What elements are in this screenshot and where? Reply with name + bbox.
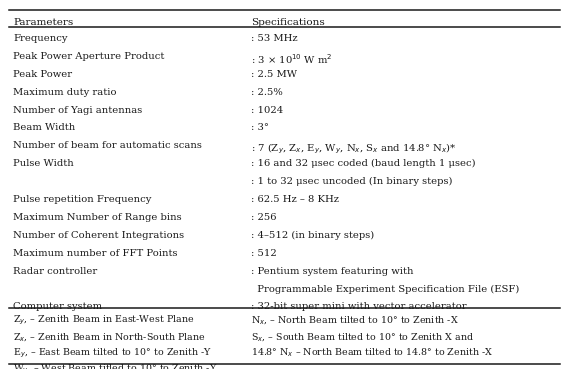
Text: : 16 and 32 μsec coded (baud length 1 μsec): : 16 and 32 μsec coded (baud length 1 μs… [251,159,476,168]
Text: : 32-bit super mini with vector accelerator: : 32-bit super mini with vector accelera… [251,303,467,311]
Text: S$_{x}$, – South Beam tilted to 10° to Zenith X and: S$_{x}$, – South Beam tilted to 10° to Z… [251,331,475,343]
Text: Pulse repetition Frequency: Pulse repetition Frequency [13,195,151,204]
Text: : 2.5 MW: : 2.5 MW [251,70,297,79]
Text: Number of Yagi antennas: Number of Yagi antennas [13,106,142,114]
Text: Peak Power: Peak Power [13,70,72,79]
Text: Maximum number of FFT Points: Maximum number of FFT Points [13,249,177,258]
Text: : 7 (Z$_y$, Z$_x$, E$_y$, W$_y$, N$_x$, S$_x$ and 14.8° N$_x$)*: : 7 (Z$_y$, Z$_x$, E$_y$, W$_y$, N$_x$, … [251,141,456,156]
Text: : 3°: : 3° [251,123,269,132]
Text: : 1 to 32 μsec uncoded (In binary steps): : 1 to 32 μsec uncoded (In binary steps) [251,177,452,186]
Text: Parameters: Parameters [13,18,73,27]
Text: Number of Coherent Integrations: Number of Coherent Integrations [13,231,184,240]
Text: : 4–512 (in binary steps): : 4–512 (in binary steps) [251,231,374,240]
Text: : 3 × 10$^{10}$ W m$^2$: : 3 × 10$^{10}$ W m$^2$ [251,52,333,66]
Text: : 512: : 512 [251,249,277,258]
Text: Maximum duty ratio: Maximum duty ratio [13,87,117,97]
Text: Peak Power Aperture Product: Peak Power Aperture Product [13,52,164,61]
Text: : 1024: : 1024 [251,106,284,114]
Text: Frequency: Frequency [13,34,67,43]
Text: 14.8° N$_{x}$ – North Beam tilted to 14.8° to Zenith -X: 14.8° N$_{x}$ – North Beam tilted to 14.… [251,347,493,359]
Text: Maximum Number of Range bins: Maximum Number of Range bins [13,213,181,222]
Text: W$_{y}$, – West Beam titled to 10° to Zenith -Y: W$_{y}$, – West Beam titled to 10° to Ze… [13,363,218,369]
Text: Specifications: Specifications [251,18,325,27]
Text: Z$_{x}$, – Zenith Beam in North-South Plane: Z$_{x}$, – Zenith Beam in North-South Pl… [13,331,206,343]
Text: Number of beam for automatic scans: Number of beam for automatic scans [13,141,202,150]
Text: Programmable Experiment Specification File (ESF): Programmable Experiment Specification Fi… [251,284,519,294]
Text: Radar controller: Radar controller [13,266,98,276]
Text: E$_{y}$, – East Beam tilted to 10° to Zenith -Y: E$_{y}$, – East Beam tilted to 10° to Ze… [13,347,212,360]
Text: : 2.5%: : 2.5% [251,87,283,97]
Text: : Pentium system featuring with: : Pentium system featuring with [251,266,414,276]
Text: : 62.5 Hz – 8 KHz: : 62.5 Hz – 8 KHz [251,195,339,204]
Text: Pulse Width: Pulse Width [13,159,74,168]
Text: N$_{x}$, – North Beam tilted to 10° to Zenith -X: N$_{x}$, – North Beam tilted to 10° to Z… [251,314,459,327]
Text: : 53 MHz: : 53 MHz [251,34,298,43]
Text: Computer system: Computer system [13,303,102,311]
Text: Z$_{y}$, – Zenith Beam in East-West Plane: Z$_{y}$, – Zenith Beam in East-West Plan… [13,314,194,328]
Text: Beam Width: Beam Width [13,123,75,132]
Text: : 256: : 256 [251,213,277,222]
